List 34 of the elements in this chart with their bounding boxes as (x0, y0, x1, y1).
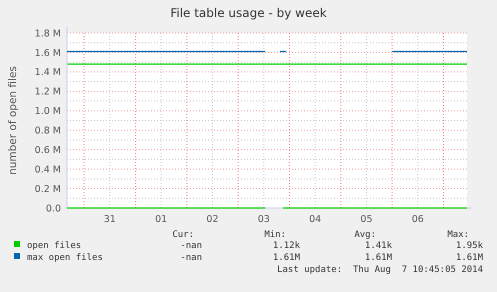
y-tick-label: 0.8 M (34, 126, 61, 137)
legend-label: max open files (27, 253, 103, 263)
x-tick-label: 06 (412, 214, 424, 225)
x-tick-label: 02 (206, 214, 218, 225)
y-tick-label: 1.4 M (34, 67, 61, 78)
x-tick-label: 04 (309, 214, 322, 225)
x-tick-label: 05 (360, 214, 373, 225)
text: Avg: (354, 230, 376, 240)
y-tick-label: 0.0 (46, 203, 61, 214)
y-tick-label: 1.8 M (34, 28, 61, 40)
text: 1.61M (272, 253, 301, 263)
x-tick-label: 31 (104, 214, 116, 225)
y-tick-label: 0.2 M (34, 184, 61, 195)
text: 1.95k (456, 241, 484, 251)
y-axis-title: number of open files (7, 66, 19, 175)
text: 1.61M (456, 253, 484, 263)
text: 1.12k (272, 241, 301, 251)
x-tick-label: 03 (258, 214, 270, 225)
text: Min: (264, 230, 286, 240)
y-tick-label: 0.6 M (34, 144, 61, 156)
text: Max: (447, 230, 469, 240)
x-tick-label: 01 (155, 214, 168, 225)
text: 1.61M (364, 253, 393, 263)
y-tick-label: 1.2 M (34, 86, 61, 98)
legend-label: open files (27, 241, 82, 251)
y-tick-label: 1.6 M (34, 48, 61, 59)
text: 1.41k (364, 241, 393, 251)
y-tick-label: 0.4 M (34, 164, 61, 176)
text: -nan (180, 241, 202, 251)
text: Last update: Thu Aug 7 10:45:05 2014 (277, 265, 483, 275)
text: Cur: (172, 230, 194, 240)
chart-title: File table usage - by week (170, 6, 327, 20)
y-tick-label: 1.0 M (34, 106, 61, 118)
text: -nan (180, 253, 202, 263)
